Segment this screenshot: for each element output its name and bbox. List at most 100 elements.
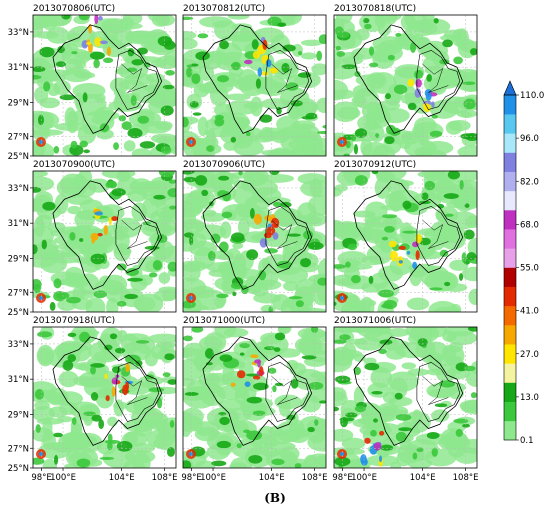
colorbar-segment [504, 190, 516, 211]
colorbar-label: 41.0 [520, 307, 539, 317]
colorbar-label: 68.0 [520, 220, 539, 230]
precipitation-field [334, 171, 477, 312]
province-boundary [52, 180, 163, 290]
latitude-tick-label: 25°N [8, 152, 29, 162]
panel-title: 2013070812(UTC) [183, 4, 265, 14]
longitude-tick-label: 98°E [181, 473, 201, 483]
colorbar: 110.0 96.0 82.0 68.0 55.0 41.0 27.0 13.0 0.1 [503, 80, 544, 446]
latitude-tick-label: 27°N [8, 444, 29, 454]
map-panel: 2013070918(UTC)33°N31°N29°N27°N25°N98°E1… [8, 316, 178, 483]
colorbar-segment [504, 95, 516, 115]
colorbar-segment [504, 363, 516, 383]
latitude-tick-label: 29°N [8, 410, 29, 420]
province-boundary [353, 180, 464, 290]
panel-title: 2013070918(UTC) [33, 316, 115, 326]
latitude-tick-label: 29°N [8, 254, 29, 264]
longitude-tick-label: 108°E [302, 473, 328, 483]
colorbar-segment [504, 229, 516, 249]
colorbar-segment [504, 344, 516, 364]
district-boundary [416, 49, 461, 110]
district-boundary [416, 205, 461, 266]
map-panels: 2013070806(UTC) 33°N 31°N 29°N 27°N 25°N 20130… [8, 4, 479, 483]
colorbar-segment [504, 305, 516, 326]
panel-title: 2013070818(UTC) [334, 4, 416, 14]
map-frame [182, 326, 327, 469]
district-boundary [265, 361, 310, 422]
figure-caption: (B) [264, 491, 286, 505]
longitude-tick-label: 104°E [109, 473, 135, 483]
latitude-tick-label: 33°N [8, 184, 29, 194]
colorbar-segment [504, 248, 516, 268]
latitude-tick-label: 31°N [8, 375, 29, 385]
province-boundary [202, 180, 313, 290]
map-panel: 2013070812(UTC) [182, 4, 327, 157]
longitude-tick-label: 108°E [152, 473, 178, 483]
latitude-tick-label: 25°N [8, 308, 29, 318]
colorbar-segment [504, 420, 516, 441]
map-frame [182, 14, 327, 157]
colorbar-segment [504, 286, 516, 307]
district-boundary [115, 49, 160, 110]
province-boundary [202, 24, 313, 134]
colorbar-segment [504, 152, 516, 172]
precipitation-field [33, 327, 176, 468]
precipitation-field [334, 327, 477, 468]
precipitation-field [33, 15, 176, 156]
province-boundary [353, 24, 464, 134]
map-frame [182, 170, 327, 313]
colorbar-segment [504, 325, 516, 345]
latitude-tick-label: 27°N [8, 288, 29, 298]
panel-title: 2013070912(UTC) [334, 160, 416, 170]
panel-title: 2013070806(UTC) [33, 4, 115, 14]
precipitation-field [334, 15, 477, 156]
latitude-tick-label: 31°N [8, 219, 29, 229]
colorbar-label: 0.1 [520, 436, 534, 446]
panel-title: 2013071000(UTC) [183, 316, 265, 326]
map-panel: 2013070900(UTC) 33°N 31°N 29°N 27°N 25°N [8, 160, 177, 318]
longitude-tick-label: 98°E [332, 473, 352, 483]
province-boundary [202, 336, 313, 446]
map-frame [32, 170, 177, 313]
longitude-tick-label: 100°E [351, 473, 377, 483]
longitude-tick-label: 104°E [259, 473, 285, 483]
colorbar-segment [504, 171, 516, 192]
district-boundary [115, 205, 160, 266]
longitude-tick-label: 100°E [200, 473, 226, 483]
colorbar-segment [504, 401, 516, 422]
map-frame [333, 170, 478, 313]
province-boundary [353, 336, 464, 446]
colorbar-extend-arrow [503, 80, 517, 96]
precipitation-field [33, 171, 176, 312]
latitude-tick-label: 29°N [8, 98, 29, 108]
map-frame [333, 326, 478, 469]
latitude-tick-label: 25°N [8, 464, 29, 474]
colorbar-label: 55.0 [520, 264, 539, 274]
colorbar-label: 96.0 [520, 134, 539, 144]
latitude-tick-label: 33°N [8, 340, 29, 350]
latitude-tick-label: 27°N [8, 132, 29, 142]
longitude-tick-label: 98°E [31, 473, 51, 483]
map-frame [32, 326, 177, 469]
colorbar-label: 82.0 [520, 177, 539, 187]
colorbar-segment [504, 382, 516, 402]
colorbar-label: 27.0 [520, 350, 539, 360]
district-boundary [416, 361, 461, 422]
colorbar-segment [504, 210, 516, 230]
province-boundary [52, 336, 163, 446]
map-panel: 2013070906(UTC) [182, 160, 327, 313]
map-panel: 2013070818(UTC) [333, 4, 478, 157]
precipitation-field [183, 171, 326, 312]
colorbar-label: 110.0 [520, 91, 544, 101]
district-boundary [115, 361, 160, 422]
map-panel: 2013070912(UTC) [333, 160, 478, 313]
longitude-tick-label: 108°E [453, 473, 479, 483]
map-panel: 2013070806(UTC) 33°N 31°N 29°N 27°N 25°N [8, 4, 177, 162]
colorbar-segment [504, 267, 516, 287]
longitude-tick-label: 104°E [410, 473, 436, 483]
latitude-tick-label: 33°N [8, 28, 29, 38]
longitude-tick-label: 100°E [50, 473, 76, 483]
map-frame [333, 14, 478, 157]
district-boundary [265, 49, 310, 110]
